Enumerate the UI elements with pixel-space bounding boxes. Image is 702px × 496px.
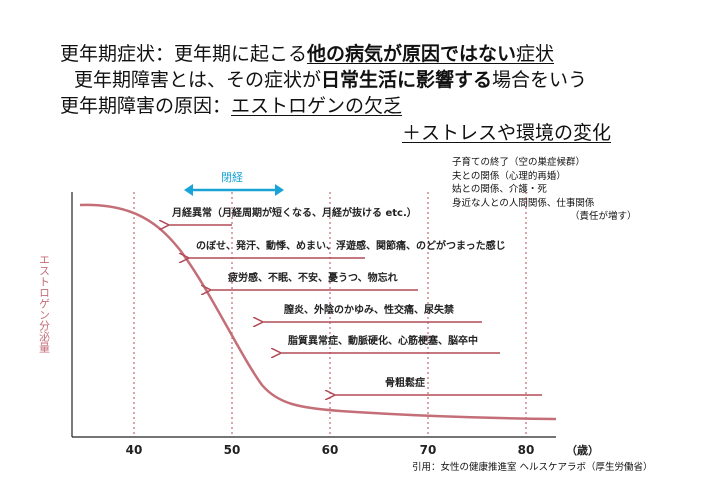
heading-underlined: エストロゲンの欠乏	[231, 95, 403, 117]
menopause-arrowhead-left	[184, 184, 193, 196]
cause-item: 姑との関係、介護・死	[452, 184, 547, 195]
cause-item: 身近な人との人間関係、仕事関係	[452, 197, 595, 209]
menopause-label: 閉経	[221, 171, 243, 184]
heading-text: 更年期障害の原因：	[60, 95, 232, 117]
heading-line-4: ＋ストレスや環境の変化	[402, 122, 612, 144]
citation: 引用：女性の健康推進室 ヘルスケアラボ（厚生労働省）	[412, 462, 653, 473]
symptom-label: 骨粗鬆症	[385, 376, 425, 389]
heading-emphasis: 日常生活に影響する	[321, 69, 493, 91]
x-tick-label: 70	[420, 443, 437, 457]
estrogen-curve	[79, 203, 557, 421]
menopause-arrowhead-right	[275, 184, 284, 196]
cause-item: 夫との関係（心理的再婚）	[452, 170, 566, 182]
symptom-label: 月経異常（月経周期が短くなる、月経が抜ける etc.）	[171, 206, 417, 219]
heading-line-3: 更年期障害の原因：エストロゲンの欠乏	[60, 94, 402, 118]
x-tick-label: 60	[322, 443, 339, 457]
cause-item: 子育ての終了（空の巣症候群）	[452, 157, 586, 168]
cause-item: （責任が増す）	[570, 211, 637, 222]
heading-line-2: 更年期障害とは、その症状が日常生活に影響する場合をいう	[74, 68, 587, 92]
x-tick-label: 40	[126, 443, 143, 457]
heading-text: 症状	[516, 43, 555, 65]
heading-text: 場合をいう	[492, 69, 588, 91]
heading-text: 更年期症状：更年期に起こる	[60, 43, 308, 65]
heading-emphasis: 他の病気が原因ではない	[307, 43, 517, 65]
x-tick-label: 80	[518, 443, 535, 457]
symptom-label: 脂質異常症、動脈硬化、心筋梗塞、脳卒中	[287, 334, 478, 347]
symptom-label: 疲労感、不眠、不安、憂うつ、物忘れ	[228, 271, 398, 284]
y-axis-label: エストロゲン分泌量	[38, 254, 51, 353]
x-tick-label: 50	[224, 443, 241, 457]
heading-text: 更年期障害とは、その症状が	[74, 69, 322, 91]
symptom-label: 膣炎、外陰のかゆみ、性交痛、尿失禁	[284, 303, 454, 316]
x-axis-unit: （歳）	[566, 443, 599, 457]
symptom-label: のぼせ、発汗、動悸、めまい、浮遊感、関節痛、のどがつまった感じ	[196, 239, 506, 252]
heading-line-1: 更年期症状：更年期に起こる他の病気が原因ではない症状	[60, 42, 554, 66]
stress-causes-list: 子育ての終了（空の巣症候群） 夫との関係（心理的再婚） 姑との関係、介護・死 身…	[452, 156, 637, 224]
